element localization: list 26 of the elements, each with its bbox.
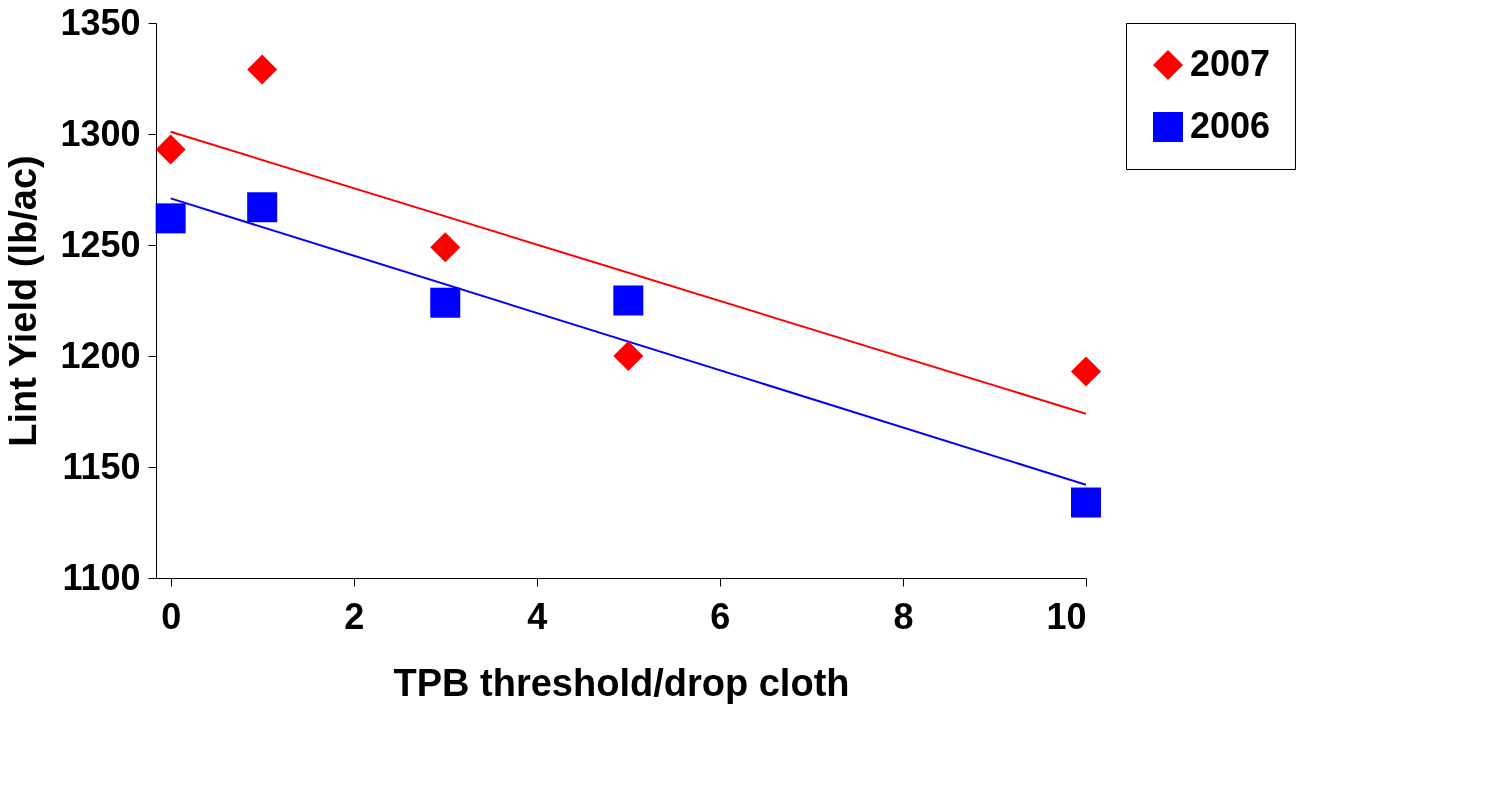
x-tick-label: 10 (1046, 595, 1087, 637)
y-tick-label: 1300 (60, 112, 141, 154)
point (1071, 487, 1101, 518)
point (155, 203, 186, 234)
x-axis-title: TPB threshold/drop cloth (393, 661, 850, 704)
y-tick-label: 1250 (60, 223, 141, 265)
x-tick-label: 8 (893, 595, 914, 637)
y-tick-label: 1200 (60, 334, 141, 376)
point (430, 232, 461, 263)
x-tick-label: 4 (527, 595, 548, 637)
point (155, 134, 186, 165)
y-tick-label: 1150 (62, 445, 141, 487)
legend-label: 2007 (1190, 43, 1271, 84)
x-tick-label: 2 (344, 595, 365, 637)
y-tick-label: 1100 (62, 556, 141, 598)
point (430, 287, 461, 318)
x-tick-label: 6 (710, 595, 731, 637)
point (613, 341, 644, 371)
y-tick-label: 1350 (60, 1, 141, 43)
point (1071, 356, 1101, 387)
y-axis-title: Lint Yield (lb/ac) (2, 155, 45, 447)
point (613, 285, 644, 316)
point (247, 192, 278, 223)
x-tick-label: 0 (161, 595, 182, 637)
legend-label: 2006 (1190, 105, 1271, 146)
point (247, 54, 278, 85)
